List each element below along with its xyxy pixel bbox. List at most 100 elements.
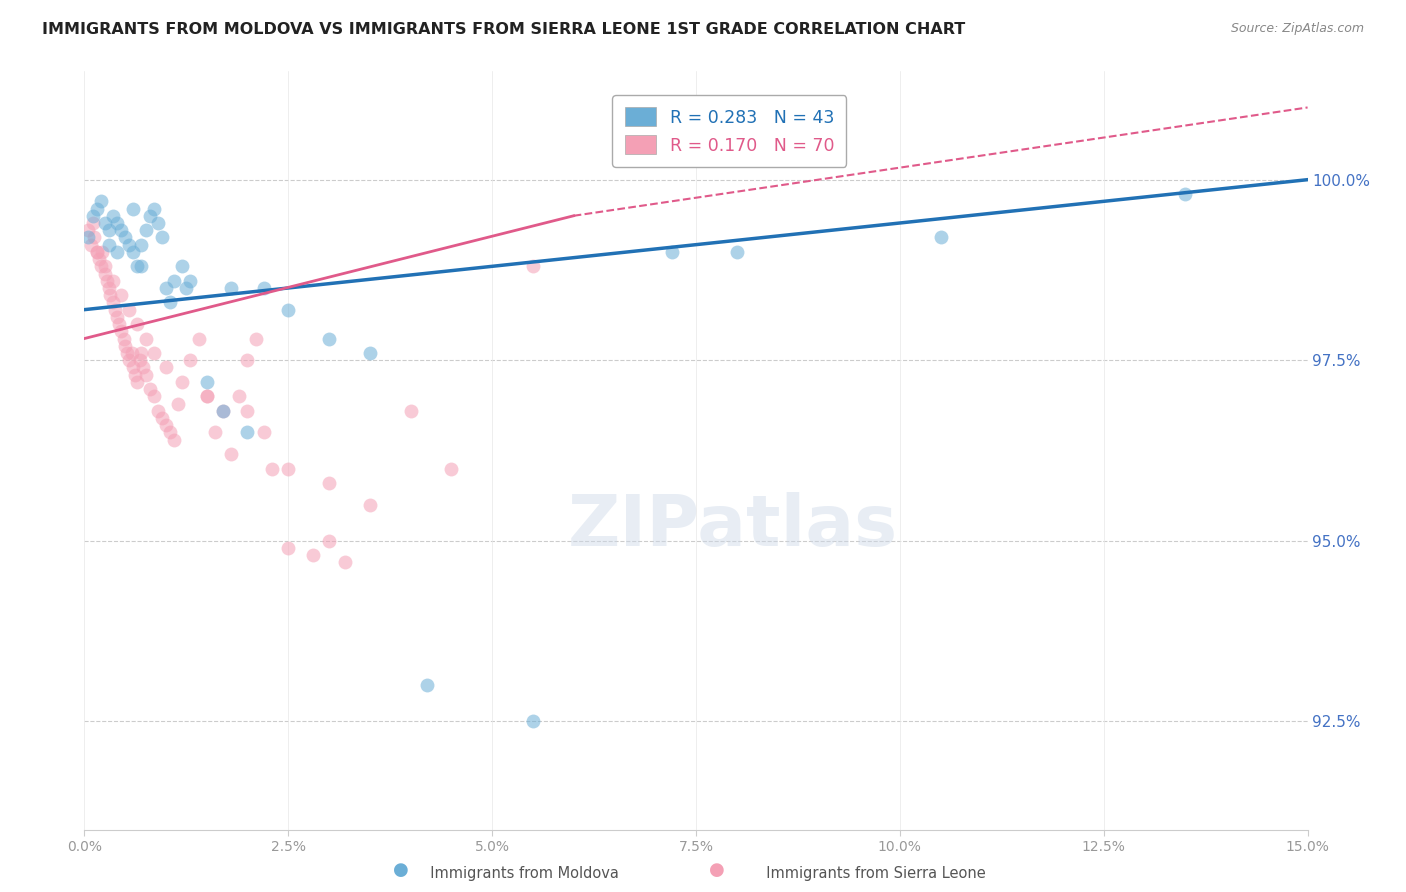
- Point: [128, 353, 150, 368]
- Point: [90, 260, 112, 274]
- Point: [399, 403, 422, 417]
- Point: [236, 353, 259, 368]
- Point: [97, 237, 120, 252]
- Point: [131, 260, 153, 274]
- Point: [114, 339, 136, 353]
- Point: [277, 541, 299, 555]
- Point: [86, 244, 108, 259]
- Point: [179, 353, 201, 368]
- Point: [204, 425, 226, 440]
- Point: [131, 237, 153, 252]
- Point: [195, 389, 218, 403]
- Point: [150, 411, 173, 425]
- Point: [107, 317, 129, 331]
- Point: [212, 403, 235, 417]
- Point: [174, 281, 197, 295]
- Point: [253, 425, 276, 440]
- Point: [159, 295, 181, 310]
- Point: [159, 425, 181, 440]
- Point: [121, 346, 143, 360]
- Point: [118, 237, 141, 252]
- Point: [301, 548, 323, 562]
- Point: [122, 360, 145, 375]
- Text: IMMIGRANTS FROM MOLDOVA VS IMMIGRANTS FROM SIERRA LEONE 1ST GRADE CORRELATION CH: IMMIGRANTS FROM MOLDOVA VS IMMIGRANTS FR…: [42, 22, 966, 37]
- Point: [416, 678, 439, 692]
- Point: [101, 295, 124, 310]
- Point: [318, 533, 340, 548]
- Point: [100, 288, 122, 302]
- Point: [110, 223, 132, 237]
- Point: [440, 461, 463, 475]
- Point: [1174, 187, 1197, 202]
- Point: [236, 403, 259, 417]
- Point: [167, 396, 190, 410]
- Point: [359, 346, 381, 360]
- Point: [146, 216, 169, 230]
- Text: Source: ZipAtlas.com: Source: ZipAtlas.com: [1230, 22, 1364, 36]
- Point: [118, 353, 141, 368]
- Point: [86, 202, 108, 216]
- Point: [80, 237, 103, 252]
- Point: [155, 418, 177, 433]
- Point: [127, 260, 149, 274]
- Point: [114, 230, 136, 244]
- Point: [97, 223, 120, 237]
- Point: [127, 375, 149, 389]
- Point: [142, 202, 165, 216]
- Point: [277, 302, 299, 317]
- Point: [135, 332, 157, 346]
- Point: [219, 447, 242, 461]
- Point: [91, 244, 114, 259]
- Point: [135, 368, 157, 382]
- Legend: R = 0.283   N = 43, R = 0.170   N = 70: R = 0.283 N = 43, R = 0.170 N = 70: [613, 95, 846, 167]
- Point: [110, 324, 132, 338]
- Point: [725, 244, 748, 259]
- Point: [142, 346, 165, 360]
- Point: [146, 403, 169, 417]
- Text: ZIPatlas: ZIPatlas: [568, 491, 897, 561]
- Point: [138, 209, 160, 223]
- Point: [929, 230, 952, 244]
- Point: [318, 332, 340, 346]
- Point: [155, 360, 177, 375]
- Point: [93, 267, 115, 281]
- Point: [661, 244, 683, 259]
- Point: [110, 288, 132, 302]
- Point: [101, 274, 124, 288]
- Point: [253, 281, 276, 295]
- Point: [236, 425, 259, 440]
- Point: [83, 230, 105, 244]
- Point: [172, 375, 194, 389]
- Point: [219, 281, 242, 295]
- Point: [118, 302, 141, 317]
- Point: [90, 194, 112, 209]
- Text: Immigrants from Sierra Leone: Immigrants from Sierra Leone: [758, 866, 986, 881]
- Point: [105, 244, 128, 259]
- Point: [212, 403, 235, 417]
- Point: [163, 433, 186, 447]
- Point: [277, 461, 299, 475]
- Point: [142, 389, 165, 403]
- Point: [77, 223, 100, 237]
- Point: [77, 230, 100, 244]
- Point: [195, 375, 218, 389]
- Point: [187, 332, 209, 346]
- Point: [522, 260, 544, 274]
- Point: [228, 389, 250, 403]
- Point: [86, 244, 108, 259]
- Point: [318, 475, 340, 490]
- Point: [82, 209, 104, 223]
- Point: [112, 332, 135, 346]
- Point: [127, 317, 149, 331]
- Point: [97, 281, 120, 295]
- Point: [131, 346, 153, 360]
- Point: [335, 555, 357, 569]
- Point: [105, 216, 128, 230]
- Point: [163, 274, 186, 288]
- Point: [150, 230, 173, 244]
- Point: [105, 310, 128, 324]
- Text: ●: ●: [392, 861, 409, 879]
- Point: [359, 498, 381, 512]
- Point: [82, 216, 104, 230]
- Point: [135, 223, 157, 237]
